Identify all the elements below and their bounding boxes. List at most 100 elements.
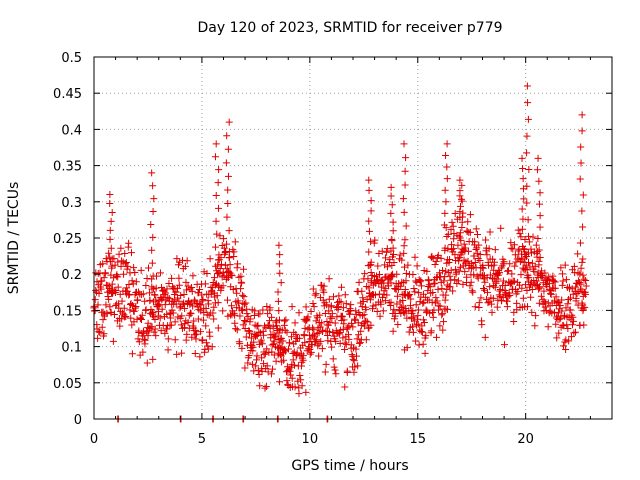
data-point xyxy=(350,368,358,376)
data-point xyxy=(315,352,323,360)
data-point xyxy=(438,311,446,319)
data-point xyxy=(261,350,269,358)
data-point xyxy=(396,251,404,259)
data-point xyxy=(268,313,276,321)
data-point xyxy=(570,262,578,270)
data-point xyxy=(105,295,113,303)
data-point xyxy=(530,267,538,275)
data-point xyxy=(389,270,397,278)
data-point xyxy=(417,282,425,290)
data-point xyxy=(540,287,548,295)
data-point xyxy=(545,286,553,294)
data-point xyxy=(341,383,349,391)
data-point xyxy=(404,261,412,269)
data-point xyxy=(488,308,496,316)
data-point xyxy=(440,318,448,326)
data-point xyxy=(374,262,382,270)
data-point xyxy=(241,364,249,372)
y-tick-label: 0.25 xyxy=(53,232,82,247)
data-point xyxy=(100,330,108,338)
data-point xyxy=(148,285,156,293)
data-point xyxy=(94,334,102,342)
data-point xyxy=(208,343,216,351)
data-point xyxy=(553,334,561,342)
data-point xyxy=(167,321,175,329)
data-point xyxy=(116,322,124,330)
data-point xyxy=(439,326,447,334)
data-point xyxy=(102,255,110,263)
data-point xyxy=(253,322,261,330)
data-point xyxy=(128,277,136,285)
data-point xyxy=(103,310,111,318)
data-point xyxy=(284,345,292,353)
data-point xyxy=(148,246,156,254)
data-point xyxy=(442,151,450,159)
data-point xyxy=(274,297,282,305)
data-point xyxy=(331,319,339,327)
data-point xyxy=(178,349,186,357)
data-point xyxy=(401,167,409,175)
data-point xyxy=(128,350,136,358)
data-point xyxy=(560,322,568,330)
data-point xyxy=(456,176,464,184)
data-point xyxy=(332,370,340,378)
x-tick-label: 0 xyxy=(90,432,98,447)
data-point xyxy=(525,238,533,246)
data-point xyxy=(223,213,231,221)
data-point xyxy=(486,228,494,236)
data-point xyxy=(270,337,278,345)
data-point xyxy=(582,290,590,298)
data-point xyxy=(237,285,245,293)
data-point xyxy=(241,324,249,332)
data-point xyxy=(259,306,267,314)
data-point xyxy=(562,346,570,354)
data-point xyxy=(272,357,280,365)
data-point xyxy=(508,270,516,278)
data-point xyxy=(376,271,384,279)
data-point xyxy=(164,335,172,343)
data-point xyxy=(394,321,402,329)
data-point xyxy=(182,286,190,294)
data-point xyxy=(510,318,518,326)
data-point xyxy=(451,209,459,217)
data-point xyxy=(577,159,585,167)
data-point xyxy=(495,291,503,299)
x-tick-label: 15 xyxy=(409,432,426,447)
data-point xyxy=(216,264,224,272)
data-point xyxy=(283,377,291,385)
data-point xyxy=(188,283,196,291)
data-point xyxy=(432,274,440,282)
data-point xyxy=(162,289,170,297)
data-point xyxy=(146,289,154,297)
data-point xyxy=(482,236,490,244)
data-point xyxy=(519,294,527,302)
data-point xyxy=(520,195,528,203)
data-point xyxy=(210,274,218,282)
data-point xyxy=(441,296,449,304)
data-point xyxy=(413,262,421,270)
data-point xyxy=(525,166,533,174)
data-point xyxy=(94,301,102,309)
data-point xyxy=(367,207,375,215)
y-tick-label: 0.2 xyxy=(61,268,82,283)
data-point xyxy=(272,318,280,326)
data-point xyxy=(355,331,363,339)
data-point xyxy=(425,277,433,285)
data-point xyxy=(258,367,266,375)
data-point xyxy=(381,297,389,305)
data-point xyxy=(461,244,469,252)
data-point xyxy=(96,328,104,336)
data-point xyxy=(269,323,277,331)
data-point xyxy=(184,319,192,327)
data-point xyxy=(429,313,437,321)
data-point xyxy=(236,312,244,320)
data-point xyxy=(440,221,448,229)
data-point xyxy=(359,297,367,305)
data-point xyxy=(342,340,350,348)
data-point xyxy=(220,235,228,243)
data-point xyxy=(572,283,580,291)
data-point xyxy=(483,251,491,259)
data-point xyxy=(304,313,312,321)
data-point xyxy=(551,284,559,292)
data-point xyxy=(481,278,489,286)
